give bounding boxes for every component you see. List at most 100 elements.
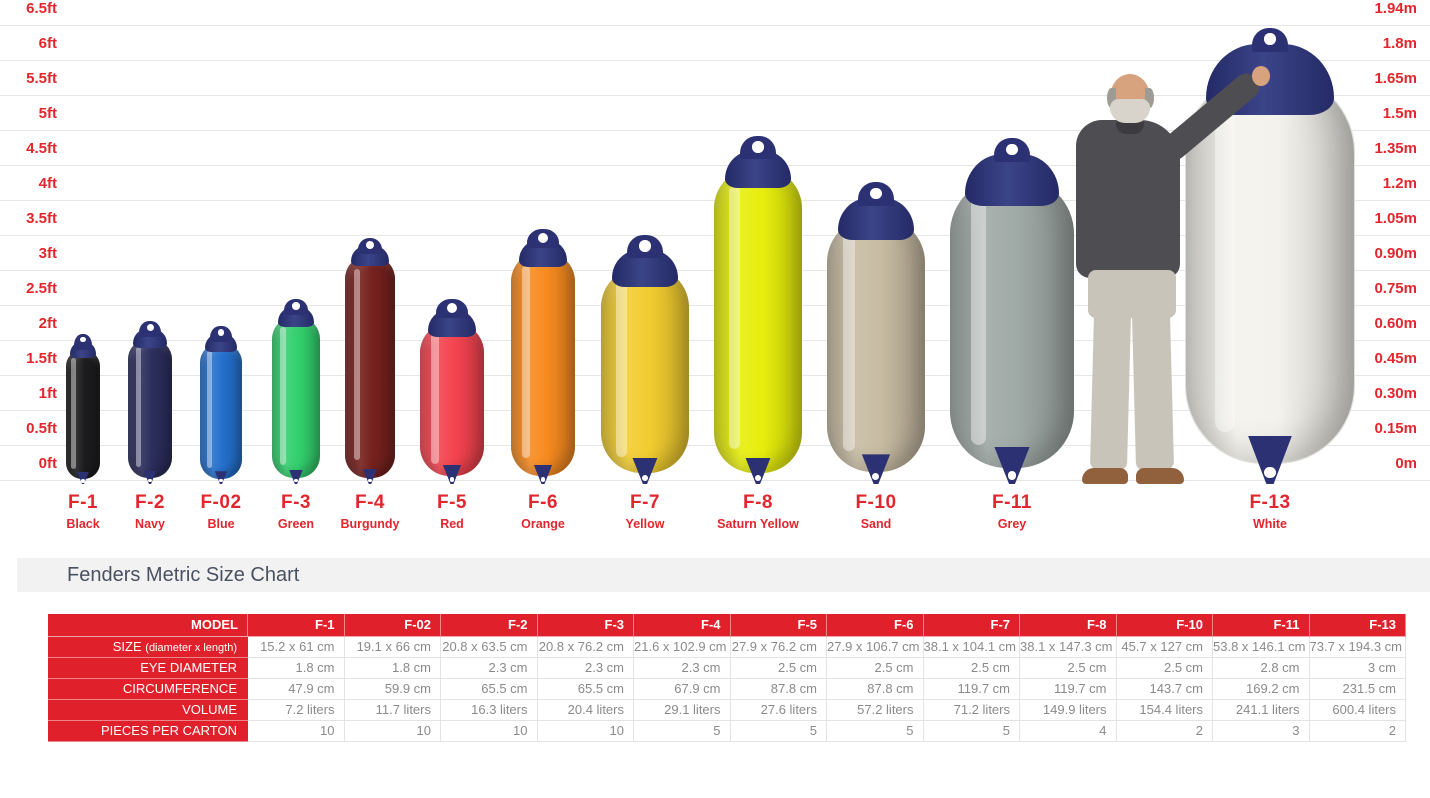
fender-label-f-7: F-7 Yellow (599, 492, 691, 531)
fender-f-10 (826, 182, 926, 484)
table-cell-size: 45.7 x 127 cm (1116, 637, 1213, 658)
table-cell-volume: 241.1 liters (1213, 700, 1310, 721)
fender-body (199, 342, 243, 479)
axis-tick-ft: 6ft (38, 35, 57, 52)
man-torso (1076, 120, 1180, 278)
fender-f-5 (420, 299, 485, 484)
table-cell-circumference: 119.7 cm (923, 679, 1020, 700)
fender-sheen (420, 322, 485, 476)
table-cell-pieces_per_carton: 5 (827, 721, 924, 742)
table-cell-pieces_per_carton: 10 (537, 721, 634, 742)
table-cell-eye_diameter: 2.5 cm (1020, 658, 1117, 679)
fender-model-label: F-3 (281, 492, 311, 513)
fender-top-eye (739, 135, 776, 160)
table-cell-volume: 11.7 liters (344, 700, 441, 721)
table-cell-eye_diameter: 2.5 cm (827, 658, 924, 679)
table-cell-pieces_per_carton: 5 (730, 721, 827, 742)
fender-body (345, 255, 395, 478)
table-row-label: VOLUME (48, 700, 248, 721)
axis-tick-m: 1.05m (1374, 210, 1417, 227)
fender-color-label: Green (277, 517, 315, 531)
fender-highlight (430, 331, 439, 464)
table-cell-circumference: 143.7 cm (1116, 679, 1213, 700)
table-cell-volume: 20.4 liters (537, 700, 634, 721)
axis-tick-ft: 3ft (38, 245, 57, 262)
fender-f-1 (65, 333, 101, 484)
table-column-header: F-5 (730, 614, 827, 637)
fender-bottom-tip (77, 471, 89, 484)
fender-sheen (128, 338, 172, 479)
fender-top-eye (993, 138, 1030, 163)
table-cell-size: 73.7 x 194.3 cm (1309, 637, 1406, 658)
fender-model-label: F-7 (630, 492, 660, 513)
fender-highlight (843, 232, 856, 452)
fender-label-f-11: F-11 Grey (966, 492, 1058, 531)
fender-bottom-eye-hole (148, 478, 152, 483)
table-cell-size: 27.9 x 106.7 cm (827, 637, 924, 658)
table-cell-circumference: 67.9 cm (634, 679, 731, 700)
fender-highlight (207, 351, 213, 468)
table-cell-size: 38.1 x 104.1 cm (923, 637, 1020, 658)
fender-color-label: Navy (135, 517, 165, 531)
table-cell-eye_diameter: 2.5 cm (1116, 658, 1213, 679)
fender-model-label: F-13 (1249, 492, 1291, 513)
table-cell-circumference: 169.2 cm (1213, 679, 1310, 700)
fender-f-6 (511, 228, 576, 484)
table-column-header: F-4 (634, 614, 731, 637)
fender-body (65, 350, 101, 479)
fender-f-13 (1185, 27, 1355, 484)
fender-sheen (199, 342, 243, 479)
table-cell-eye_diameter: 2.3 cm (441, 658, 538, 679)
axis-tick-m: 1.8m (1382, 35, 1417, 52)
man-hair-right (1145, 88, 1154, 108)
fender-bottom-eye-hole (294, 478, 298, 483)
fender-sheen (826, 216, 926, 472)
table-cell-volume: 29.1 liters (634, 700, 731, 721)
table-column-header: F-2 (441, 614, 538, 637)
size-comparison-chart: 6.5ft 1.94m 6ft 1.8m 5.5ft 1.65m 5ft 1.5m 4.5ft 1… (0, 0, 1430, 531)
fender-f-02 (199, 325, 243, 484)
table-cell-size: 19.1 x 66 cm (344, 637, 441, 658)
fender-label-f-02: F-02 Blue (175, 492, 267, 531)
man-hair-left (1107, 88, 1116, 108)
fender-sheen (601, 267, 689, 473)
table-cell-eye_diameter: 2.3 cm (634, 658, 731, 679)
table-cell-circumference: 47.9 cm (248, 679, 345, 700)
table-cell-circumference: 87.8 cm (827, 679, 924, 700)
fender-body (420, 322, 485, 476)
fender-f-2 (128, 321, 172, 484)
fender-top-eye (527, 228, 559, 248)
table-cell-eye_diameter: 2.8 cm (1213, 658, 1310, 679)
table-cell-pieces_per_carton: 5 (923, 721, 1020, 742)
axis-tick-ft: 1ft (38, 385, 57, 402)
section-title: Fenders Metric Size Chart (67, 564, 300, 586)
table-cell-circumference: 65.5 cm (537, 679, 634, 700)
fender-top-eye (74, 333, 92, 350)
gridline (0, 445, 1430, 446)
table-row-label: EYE DIAMETER (48, 658, 248, 679)
table-cell-size: 20.8 x 63.5 cm (441, 637, 538, 658)
table-cell-circumference: 65.5 cm (441, 679, 538, 700)
fender-body (950, 177, 1074, 469)
table-column-header: F-02 (344, 614, 441, 637)
table-cell-volume: 149.9 liters (1020, 700, 1117, 721)
fender-top-eye-hole (1006, 143, 1018, 156)
man-beard (1110, 99, 1150, 123)
axis-tick-ft: 4ft (38, 175, 57, 192)
man-collar (1116, 122, 1144, 134)
fender-bottom-eye-hole (1007, 470, 1017, 480)
table-cell-eye_diameter: 2.5 cm (730, 658, 827, 679)
fender-sheen (950, 177, 1074, 469)
table-cell-volume: 7.2 liters (248, 700, 345, 721)
fender-highlight (135, 346, 141, 468)
fender-body (714, 167, 802, 473)
fender-body (601, 267, 689, 473)
gridline (0, 95, 1430, 96)
fender-highlight (729, 186, 740, 449)
fender-bottom-eye-hole (1264, 466, 1276, 479)
fenders-metric-size-table: MODEL F-1 F-02 F-2 F-3 F-4 F-5 F-6 F-7 F-8 F-10 F-1… (48, 614, 1406, 742)
table-cell-eye_diameter: 1.8 cm (344, 658, 441, 679)
axis-tick-m: 0.90m (1374, 245, 1417, 262)
axis-tick-ft: 4.5ft (26, 140, 57, 157)
fender-model-label: F-2 (135, 492, 165, 513)
